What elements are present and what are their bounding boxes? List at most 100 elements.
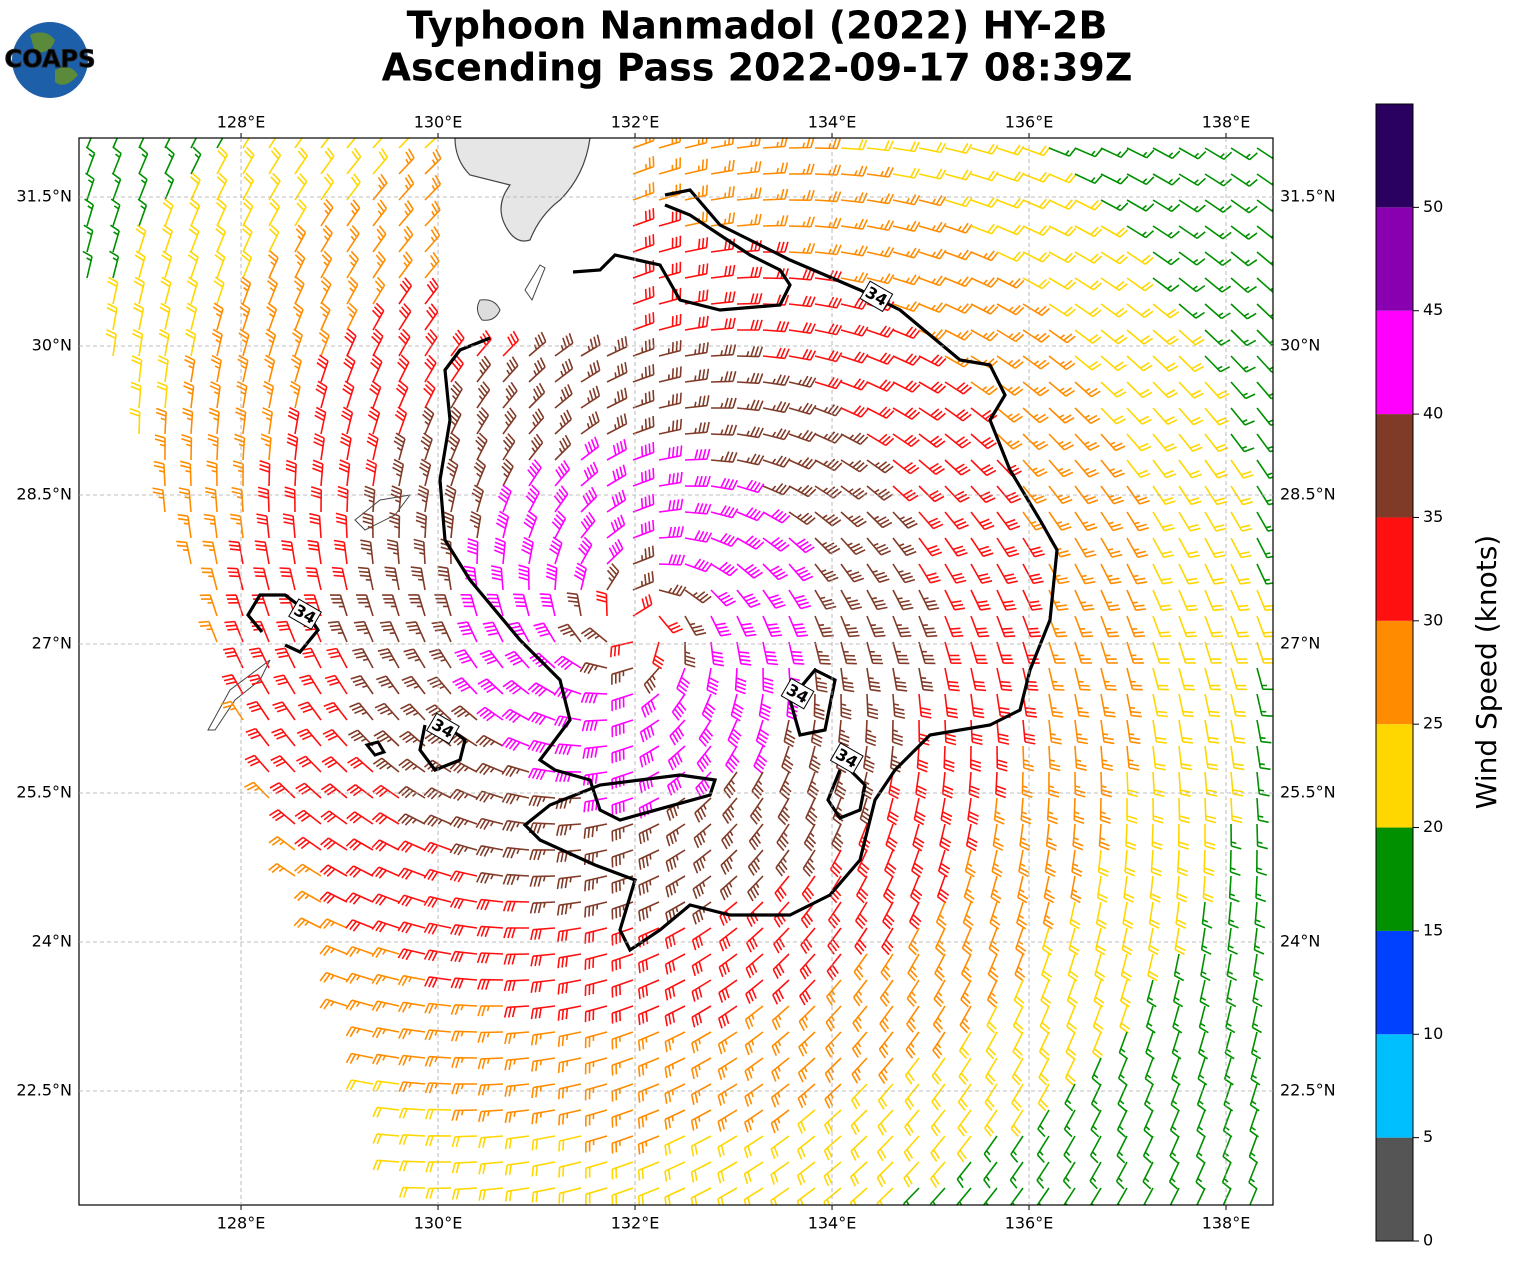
wind-barb — [238, 328, 250, 357]
wind-barb — [1126, 719, 1141, 745]
wind-barb — [138, 172, 148, 201]
wind-barb — [717, 1109, 738, 1132]
wind-barb — [1073, 797, 1085, 825]
wind-barb — [840, 615, 860, 638]
wind-barb — [884, 849, 897, 878]
wind-barb — [345, 838, 374, 851]
wind-barb — [1013, 979, 1025, 1008]
wind-barb — [658, 445, 683, 461]
wind-barb — [513, 593, 530, 617]
wind-barb — [866, 406, 895, 419]
wind-barb — [271, 728, 296, 747]
wind-barb — [553, 686, 582, 700]
wind-barb — [1089, 1135, 1102, 1164]
wind-barb — [1014, 953, 1026, 982]
wind-barb — [986, 979, 998, 1008]
wind-barb — [198, 620, 218, 643]
wind-barb — [457, 621, 478, 643]
wind-barb — [944, 142, 973, 154]
wind-barb — [203, 513, 218, 539]
wind-barb — [1120, 953, 1132, 982]
wind-barb — [528, 822, 556, 834]
wind-barb — [307, 539, 322, 565]
wind-barb — [424, 1002, 452, 1014]
wind-barb — [684, 368, 710, 383]
wind-barb — [394, 406, 408, 435]
wind-barb — [553, 485, 569, 513]
wind-barb — [1225, 979, 1237, 1008]
wind-barb — [1152, 433, 1177, 452]
wind-barb — [1178, 693, 1195, 718]
wind-barb — [1022, 145, 1051, 157]
wind-barb — [944, 329, 973, 341]
title: Typhoon Nanmadol (2022) HY-2B — [407, 4, 1108, 48]
wind-barb — [840, 432, 869, 446]
wind-barb — [825, 1031, 842, 1058]
wind-barb — [692, 849, 712, 874]
wind-barb — [504, 1187, 530, 1202]
wind-barb — [1152, 329, 1179, 346]
wind-barb — [1069, 901, 1081, 930]
wind-barb — [996, 303, 1025, 316]
wind-barb — [717, 1083, 738, 1106]
wind-barb — [398, 138, 410, 149]
wind-barb — [911, 849, 924, 878]
wind-barb — [743, 1135, 764, 1159]
wind-barb — [321, 756, 348, 773]
wind-barb — [1204, 589, 1224, 612]
wind-barb — [800, 927, 816, 955]
logo-land — [30, 32, 78, 85]
wind-barb — [348, 729, 374, 747]
wind-barb — [130, 381, 142, 409]
wind-barb — [606, 413, 628, 435]
wind-barb — [851, 1031, 868, 1058]
wind-barb — [1152, 381, 1178, 399]
wind-barb — [1100, 511, 1124, 532]
wind-barb — [692, 875, 712, 900]
wind-barb — [774, 875, 790, 903]
wind-barb — [915, 771, 927, 799]
wind-barb — [828, 901, 842, 929]
wind-barb — [234, 433, 246, 461]
wind-barb — [970, 459, 997, 477]
wind-barb — [421, 406, 435, 435]
wind-barb — [1204, 667, 1222, 691]
wind-barb — [801, 875, 816, 903]
wind-barb — [476, 872, 504, 884]
wind-barb — [1230, 563, 1251, 585]
wind-barb — [201, 567, 218, 591]
contour-label-box — [426, 712, 460, 745]
wind-barb — [596, 590, 608, 617]
wind-barb — [853, 953, 868, 981]
wind-barb — [392, 458, 405, 487]
wind-barb — [755, 719, 770, 748]
wind-barb — [808, 745, 821, 774]
wind-barb — [1178, 771, 1191, 797]
wind-barb — [638, 823, 660, 845]
wind-barb — [943, 745, 955, 773]
wind-barb — [268, 809, 296, 825]
wind-barb — [1256, 407, 1273, 426]
wind-barb — [1064, 1057, 1076, 1086]
wind-barb — [788, 429, 817, 443]
wind-barb — [294, 147, 308, 175]
y-tick-label: 30°N — [32, 335, 72, 354]
wind-barb — [319, 891, 348, 904]
wind-barb — [939, 823, 952, 852]
wind-barb — [916, 745, 929, 773]
wind-barb — [996, 693, 1011, 719]
wind-barb — [1064, 1083, 1076, 1112]
wind-barb — [1195, 1161, 1206, 1190]
colorbar-tick-label: 25 — [1423, 714, 1443, 733]
wind-barb — [397, 840, 426, 853]
wind-barb — [1250, 1057, 1261, 1086]
wind-barb — [710, 291, 736, 305]
wind-barb — [420, 432, 433, 461]
wind-barb — [725, 745, 740, 774]
wind-barb — [164, 172, 175, 201]
wind-barb — [866, 589, 888, 611]
wind-barb — [1100, 563, 1122, 585]
wind-barb — [1116, 1135, 1128, 1164]
wind-barb — [225, 594, 244, 617]
wind-barb — [1204, 745, 1219, 771]
